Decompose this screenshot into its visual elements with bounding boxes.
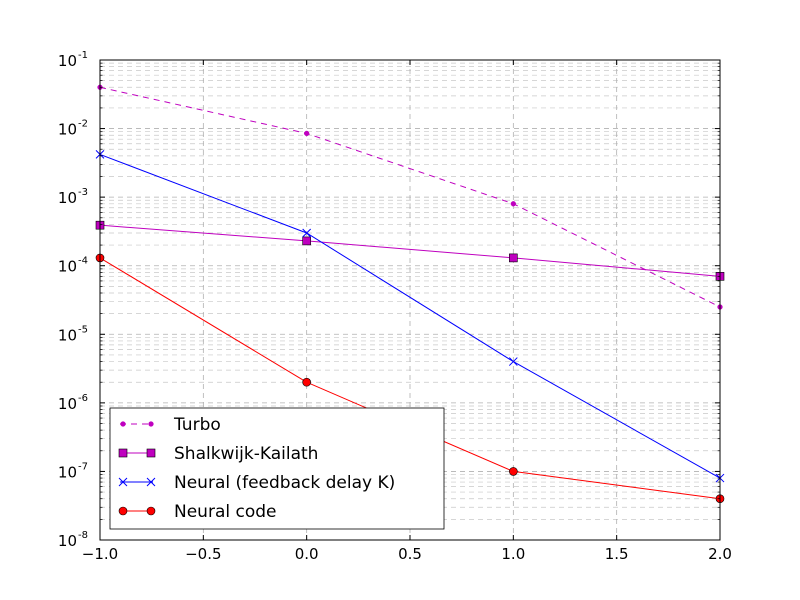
data-point: [302, 228, 312, 238]
y-tick-exponent: -3: [78, 187, 88, 198]
legend-label: Neural (feedback delay K): [174, 473, 395, 493]
legend-box: [109, 407, 445, 530]
y-tick-base: 10: [58, 326, 77, 344]
series-line: [99, 86, 721, 308]
x-tick-label: 1.5: [605, 545, 629, 563]
y-tick-base: 10: [58, 463, 77, 481]
x-tick-labels: −1.0 −0.5 0.0 0.5 1.0 1.5 2.0: [82, 545, 732, 563]
data-point: [118, 477, 128, 487]
y-tick-label: 10 -5: [58, 324, 88, 344]
y-tick-exponent: -8: [78, 530, 88, 541]
data-point: [148, 421, 154, 427]
y-tick-label: 10 -8: [58, 530, 88, 550]
series-line: [99, 153, 721, 479]
data-point: [510, 201, 516, 207]
x-tick-label: −0.5: [185, 545, 221, 563]
x-tick-label: −1.0: [82, 545, 118, 563]
x-tick-label: 0.0: [295, 545, 319, 563]
x-tick-label: 2.0: [708, 545, 732, 563]
y-tick-exponent: -5: [78, 324, 88, 335]
legend-label: Shalkwijk-Kailath: [174, 444, 318, 464]
legend-entry: Shalkwijk-Kailath: [118, 444, 318, 464]
x-tick-label: 0.5: [398, 545, 422, 563]
y-tick-exponent: -7: [78, 461, 88, 472]
legend-label: Neural code: [174, 502, 276, 522]
x-tick-label: 1.0: [501, 545, 525, 563]
y-tick-label: 10 -7: [58, 461, 88, 481]
legend-entry: Neural code: [118, 502, 276, 522]
legend-entry: Neural (feedback delay K): [118, 473, 395, 493]
y-tick-exponent: -2: [78, 119, 88, 130]
data-point: [302, 377, 311, 387]
y-tick-base: 10: [58, 52, 77, 70]
y-tick-exponent: -1: [78, 50, 88, 61]
data-point: [118, 448, 128, 458]
y-tick-label: 10 -3: [58, 187, 88, 207]
y-tick-base: 10: [58, 189, 77, 207]
data-point: [509, 467, 518, 476]
y-tick-exponent: -4: [78, 256, 88, 267]
y-tick-label: 10 -1: [58, 50, 88, 70]
legend-label: Turbo: [173, 415, 221, 435]
legend-entry: Turbo: [120, 415, 221, 435]
series-layer: [95, 84, 725, 504]
y-tick-label: 10 -4: [58, 256, 88, 276]
data-point: [120, 421, 126, 427]
y-tick-exponent: -6: [78, 393, 88, 404]
legend: Turbo Shalkwijk-Kailath Neural (feedback d…: [109, 407, 445, 530]
series-line: [99, 224, 721, 277]
data-point: [509, 253, 518, 263]
data-point: [146, 506, 156, 516]
data-point: [304, 130, 310, 137]
data-point: [118, 506, 128, 516]
y-tick-labels: 10-810-710-610-510-410-310-210-1: [58, 50, 88, 550]
data-point: [508, 357, 518, 366]
data-point: [146, 448, 156, 458]
y-tick-base: 10: [58, 532, 77, 550]
data-point: [302, 236, 311, 246]
y-tick-base: 10: [58, 395, 77, 413]
axis-ticks: [99, 59, 721, 541]
data-point: [146, 477, 156, 487]
y-tick-base: 10: [58, 258, 77, 276]
y-tick-label: 10 -6: [58, 393, 88, 413]
y-tick-label: 10 -2: [58, 119, 88, 139]
y-tick-base: 10: [58, 121, 77, 139]
